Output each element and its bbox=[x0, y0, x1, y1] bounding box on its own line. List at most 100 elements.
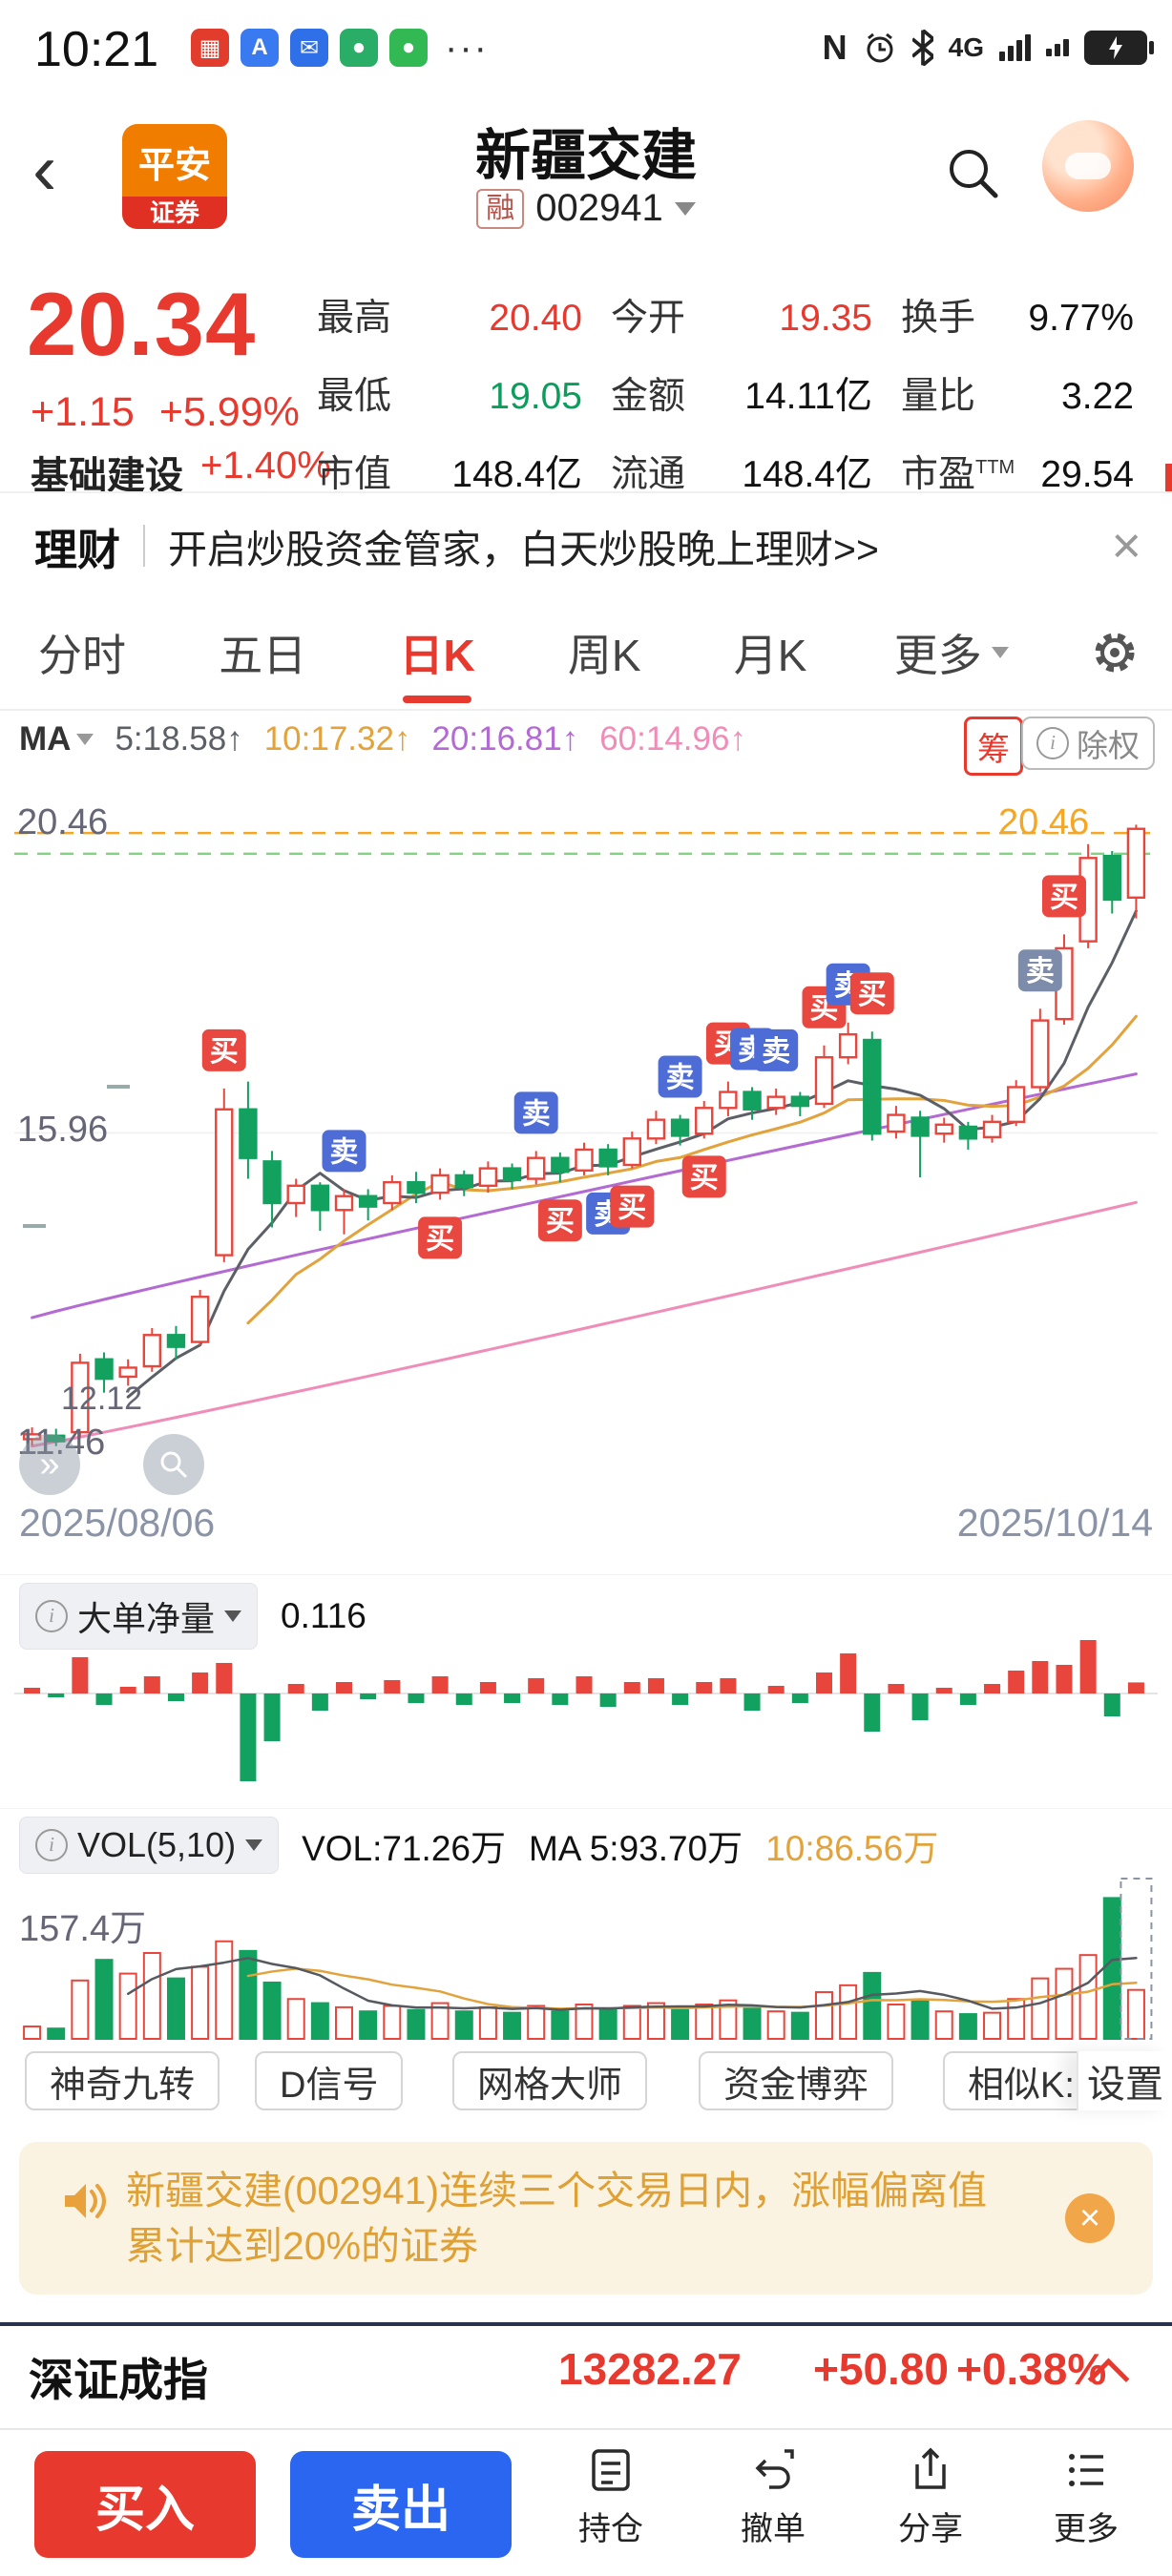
index-bar[interactable]: 深证成指 13282.27 +50.80 +0.38% bbox=[0, 2326, 1172, 2410]
fast-forward-button[interactable]: » bbox=[19, 1434, 80, 1495]
high-price-marker: 20.46 bbox=[998, 802, 1090, 842]
buy-button[interactable]: 买入 bbox=[34, 2451, 256, 2558]
svg-text:卖: 卖 bbox=[330, 1136, 359, 1168]
margin-trading-badge: 融 bbox=[476, 188, 525, 229]
svg-text:买: 买 bbox=[858, 979, 887, 1010]
tab-d-signal[interactable]: D信号 bbox=[255, 2051, 404, 2110]
more-button[interactable]: 更多 bbox=[1019, 2443, 1153, 2549]
chevron-down-icon bbox=[245, 1839, 263, 1851]
volume-chart[interactable] bbox=[14, 1871, 1158, 2045]
pingan-securities-logo: 平安 证券 bbox=[122, 124, 227, 229]
settings-button[interactable]: 设置 bbox=[1077, 2051, 1172, 2110]
bluetooth-icon bbox=[911, 30, 933, 66]
close-icon[interactable]: × bbox=[1111, 517, 1141, 574]
info-icon: i bbox=[35, 1600, 68, 1632]
tab-5day[interactable]: 五日 bbox=[219, 631, 307, 680]
chevron-down-icon bbox=[76, 734, 94, 745]
close-icon[interactable]: × bbox=[1065, 2193, 1115, 2243]
end-date: 2025/10/14 bbox=[956, 1501, 1153, 1545]
gear-icon[interactable] bbox=[1090, 628, 1140, 677]
stat-label: 市盈TTM bbox=[901, 454, 1015, 495]
tab-monthly-k[interactable]: 月K bbox=[733, 631, 807, 680]
holdings-icon bbox=[592, 2449, 630, 2491]
stat-amount: 金额 14.11亿 bbox=[611, 366, 901, 420]
tab-grid-master[interactable]: 网格大师 bbox=[452, 2051, 648, 2110]
sector-name: 基础建设 bbox=[31, 455, 183, 497]
stat-volume-ratio: 量比 3.22 bbox=[901, 366, 1162, 420]
header: ‹ 平安 证券 新疆交建 融 002941 bbox=[0, 95, 1172, 265]
stat-label: 换手 bbox=[901, 298, 976, 339]
cancel-order-button[interactable]: 撤单 bbox=[706, 2443, 840, 2549]
netflow-section: i 大单净量 0.116 bbox=[0, 1574, 1172, 1806]
volume-axis-label: 157.4万 bbox=[19, 1909, 147, 1949]
stock-title: 新疆交建 bbox=[474, 125, 697, 187]
promo-tag: 理财 bbox=[34, 525, 121, 574]
sector-row[interactable]: 基础建设 +1.40% bbox=[31, 445, 331, 500]
period-tabs: 分时 五日 日K 周K 月K 更多 bbox=[0, 596, 1172, 711]
svg-text:买: 买 bbox=[426, 1223, 454, 1255]
tab-daily-k[interactable]: 日K bbox=[393, 602, 480, 703]
divider bbox=[143, 525, 146, 567]
index-change: +50.80 bbox=[813, 2344, 949, 2394]
chips-distribution-button[interactable]: 筹 bbox=[964, 717, 1023, 776]
stat-value: 29.54 bbox=[1040, 454, 1134, 495]
holdings-button[interactable]: 持仓 bbox=[544, 2443, 678, 2549]
ma-selector[interactable]: MA bbox=[19, 720, 94, 758]
alarm-icon bbox=[867, 32, 893, 63]
y-axis-mid: 15.96 bbox=[17, 1110, 109, 1150]
vol-current: VOL:71.26万 bbox=[302, 1829, 506, 1868]
tab-minute[interactable]: 分时 bbox=[38, 631, 126, 680]
price-change: +1.15 bbox=[31, 389, 135, 435]
tab-magic-nine[interactable]: 神奇九转 bbox=[25, 2051, 220, 2110]
y-axis-max: 20.46 bbox=[17, 802, 109, 842]
netflow-selector[interactable]: i 大单净量 bbox=[19, 1583, 259, 1650]
ma5-value: 5:18.58↑ bbox=[115, 720, 243, 758]
tab-fund-game[interactable]: 资金博弈 bbox=[699, 2051, 894, 2110]
stock-code-row[interactable]: 融 002941 bbox=[0, 187, 1172, 230]
kline-chart-section: MA 5:18.58↑ 10:17.32↑ 20:16.81↑ 60:14.96… bbox=[0, 711, 1172, 1574]
logo-text-bottom: 证券 bbox=[122, 197, 227, 229]
volume-section: i VOL(5,10) VOL:71.26万 MA 5:93.70万 10:86.… bbox=[0, 1808, 1172, 2045]
avatar[interactable] bbox=[1042, 120, 1134, 212]
more-label: 更多 bbox=[1054, 2511, 1119, 2547]
sell-button[interactable]: 卖出 bbox=[290, 2451, 512, 2558]
ex-rights-button[interactable]: i 除权 bbox=[1021, 717, 1155, 770]
stat-value: 148.4亿 bbox=[451, 454, 582, 495]
more-notifications-icon: ··· bbox=[445, 27, 489, 69]
nfc-icon: N bbox=[822, 28, 848, 67]
ma-indicator-row[interactable]: MA 5:18.58↑ 10:17.32↑ 20:16.81↑ 60:14.96… bbox=[19, 720, 746, 758]
stat-turnover: 换手 9.77% bbox=[901, 288, 1162, 342]
function-tabs: 神奇九转 D信号 网格大师 资金博弈 相似K: 设置 bbox=[0, 2051, 1172, 2112]
stat-label: 金额 bbox=[611, 376, 686, 417]
share-button[interactable]: 分享 bbox=[864, 2443, 997, 2549]
vol-ma10: 10:86.56万 bbox=[765, 1829, 939, 1868]
volume-selector[interactable]: i VOL(5,10) bbox=[19, 1817, 280, 1874]
speaker-icon bbox=[65, 2184, 106, 2218]
price-change-row: +1.15 +5.99% bbox=[31, 389, 300, 436]
svg-text:卖: 卖 bbox=[666, 1063, 695, 1094]
stat-low: 最低 19.05 bbox=[317, 366, 611, 420]
svg-text:卖: 卖 bbox=[762, 1036, 790, 1068]
quote-stats: 最高 20.40 今开 19.35 换手 9.77% 最低 19.05 金额 14.11亿… bbox=[317, 288, 1162, 498]
svg-text:卖: 卖 bbox=[1026, 956, 1055, 987]
vol-ma5: MA 5:93.70万 bbox=[528, 1829, 743, 1868]
tab-weekly-k[interactable]: 周K bbox=[567, 631, 641, 680]
stat-label: 量比 bbox=[901, 376, 976, 417]
netflow-chart[interactable] bbox=[14, 1634, 1158, 1806]
tab-similar-k[interactable]: 相似K: bbox=[943, 2051, 1086, 2110]
stat-pe: 市盈TTM 29.54 bbox=[901, 445, 1162, 498]
stat-value: 20.40 bbox=[489, 298, 582, 339]
stat-value: 14.11亿 bbox=[744, 376, 872, 417]
bottom-action-bar: 买入 卖出 持仓 撤单 分享 bbox=[0, 2428, 1172, 2576]
sector-change: +1.40% bbox=[200, 445, 331, 487]
stat-label: 今开 bbox=[611, 298, 686, 339]
stock-code: 002941 bbox=[535, 187, 663, 229]
back-button[interactable]: ‹ bbox=[32, 129, 57, 210]
search-icon[interactable] bbox=[943, 143, 1004, 204]
zoom-button[interactable] bbox=[143, 1434, 204, 1495]
tab-more[interactable]: 更多 bbox=[894, 621, 1009, 684]
promo-link[interactable]: 开启炒股资金管家，白天炒股晚上理财>> bbox=[168, 528, 879, 571]
announcement-banner[interactable]: 新疆交建(002941)连续三个交易日内，涨幅偏离值累计达到20%的证券 × bbox=[19, 2142, 1153, 2295]
signal-bars2-icon bbox=[1046, 39, 1069, 56]
